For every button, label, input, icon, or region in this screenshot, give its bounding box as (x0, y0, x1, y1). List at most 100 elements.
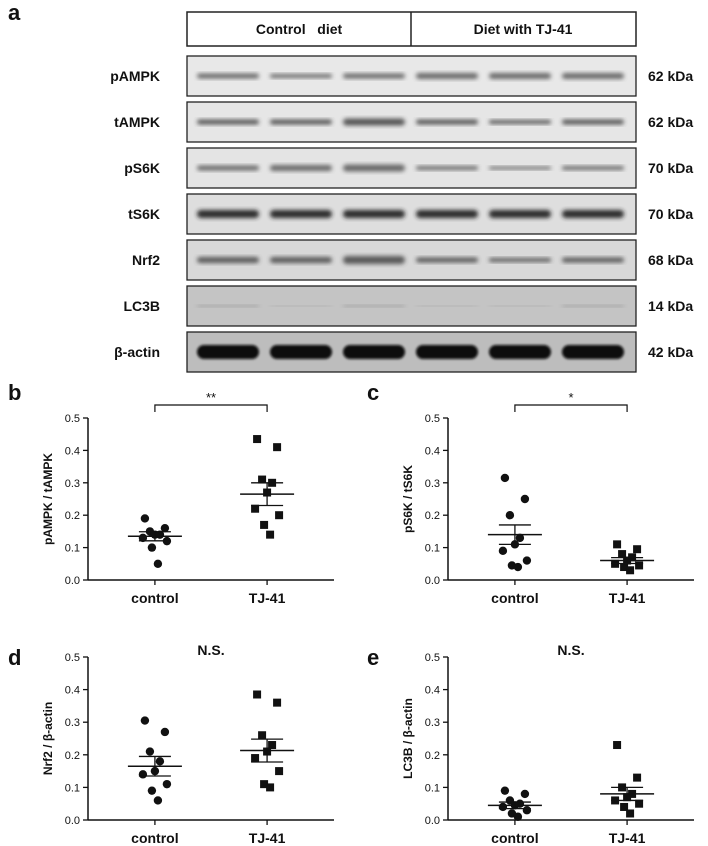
data-point (635, 561, 644, 570)
blot-membrane (186, 193, 637, 235)
data-point (633, 545, 642, 554)
data-point (498, 546, 508, 556)
significance-label: N.S. (557, 642, 584, 658)
blot-band (197, 257, 259, 263)
significance-label: ** (206, 390, 216, 405)
group-label-control: Control diet (256, 21, 343, 37)
blot-band (343, 305, 405, 307)
blot-band (489, 345, 551, 359)
data-point (633, 773, 642, 782)
blot-row-mw: 62 kDa (648, 114, 693, 130)
data-point (258, 731, 267, 740)
data-point (522, 556, 532, 565)
data-point (147, 786, 157, 795)
y-tick-label: 0.1 (65, 543, 80, 555)
data-point (520, 789, 530, 799)
x-tick-label: TJ-41 (609, 830, 646, 846)
blot-row-mw: 70 kDa (648, 160, 693, 176)
blot-band (416, 166, 478, 170)
blot-row-label: pAMPK (110, 68, 160, 84)
data-point (145, 747, 155, 756)
significance-label: N.S. (197, 642, 224, 658)
blot-membrane (186, 147, 637, 189)
blot-band (489, 73, 551, 79)
chart-b: 0.0 0.1 0.2 0.3 0.4 0.5 control TJ-41 pAMPK / tA… (41, 390, 334, 606)
data-point (613, 540, 622, 549)
blot-row-6: β-actin 42 kDa (114, 331, 693, 373)
y-tick-label: 0.2 (425, 510, 440, 522)
data-point (162, 779, 172, 789)
y-tick-label: 0.5 (425, 652, 440, 664)
panel-letter-c: c (367, 380, 379, 405)
data-point (160, 523, 170, 533)
blot-row-5: LC3B 14 kDa (123, 285, 693, 327)
blot-band (343, 210, 405, 218)
data-point (626, 809, 635, 818)
blot-row-label: tS6K (128, 206, 160, 222)
y-tick-label: 0.0 (425, 815, 440, 827)
y-tick-label: 0.5 (65, 652, 80, 664)
blot-rows: pAMPK 62 kDa tAMPK 62 kDa pS6K 70 kDa tS6K 70 k… (110, 55, 693, 373)
y-axis-label: LC3B / β-actin (401, 698, 415, 779)
blot-band (562, 119, 624, 125)
x-tick-label: control (491, 590, 538, 606)
data-point (251, 504, 260, 513)
blot-band (343, 256, 405, 264)
data-point (275, 511, 284, 520)
blot-band (489, 210, 551, 218)
x-tick-label: control (131, 830, 178, 846)
charts: 0.0 0.1 0.2 0.3 0.4 0.5 control TJ-41 pAMPK / tA… (41, 390, 694, 846)
blot-row-1: tAMPK 62 kDa (114, 101, 693, 143)
blot-band (197, 119, 259, 125)
blot-band (343, 164, 405, 172)
blot-row-label: β-actin (114, 344, 160, 360)
y-tick-label: 0.3 (425, 478, 440, 490)
blot-band (270, 210, 332, 218)
data-point (515, 533, 525, 543)
blot-band (562, 257, 624, 263)
data-point (160, 727, 170, 737)
x-tick-label: TJ-41 (249, 830, 286, 846)
y-tick-label: 0.2 (65, 510, 80, 522)
data-point (153, 796, 163, 805)
blot-row-mw: 14 kDa (648, 298, 693, 314)
blot-band (270, 345, 332, 359)
significance-label: * (568, 390, 573, 405)
data-point (620, 563, 629, 572)
blot-band (562, 210, 624, 218)
y-axis-label: pAMPK / tAMPK (41, 453, 55, 545)
blot-band (343, 345, 405, 359)
data-point (522, 806, 532, 815)
x-tick-label: TJ-41 (609, 590, 646, 606)
blot-band (197, 305, 259, 307)
blot-band (270, 165, 332, 171)
data-point (500, 786, 510, 795)
y-tick-label: 0.1 (65, 782, 80, 794)
data-point (513, 562, 523, 572)
blot-band (343, 73, 405, 79)
y-tick-label: 0.2 (425, 750, 440, 762)
blot-row-4: Nrf2 68 kDa (132, 239, 693, 281)
data-point (140, 514, 150, 523)
panel-letter-e: e (367, 645, 379, 670)
y-tick-label: 0.2 (65, 750, 80, 762)
blot-membrane (186, 55, 637, 97)
blot-band (562, 345, 624, 359)
blot-membrane (186, 331, 637, 373)
y-tick-label: 0.0 (65, 815, 80, 827)
y-tick-label: 0.0 (65, 575, 80, 587)
blot-band (416, 119, 478, 125)
y-tick-label: 0.5 (65, 413, 80, 425)
y-axis-label: pS6K / tS6K (401, 465, 415, 533)
blot-membrane (186, 239, 637, 281)
data-point (266, 530, 275, 539)
blot-band (489, 120, 551, 124)
blot-band (197, 165, 259, 171)
blot-band (270, 74, 332, 78)
panel-letter-b: b (8, 380, 21, 405)
data-point (138, 770, 148, 779)
blot-band (416, 305, 478, 307)
data-point (520, 494, 530, 504)
blot-band (197, 73, 259, 79)
data-point (273, 443, 282, 452)
